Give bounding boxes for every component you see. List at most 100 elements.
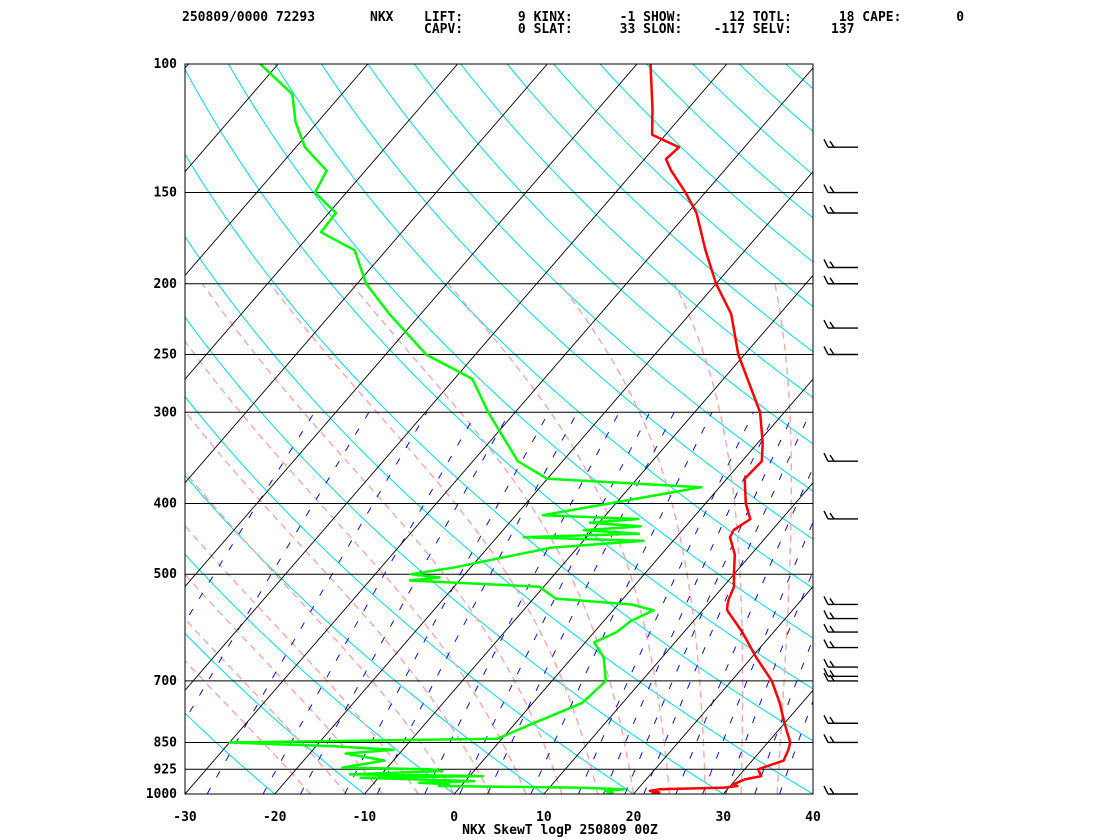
moist-adiabat-line — [269, 283, 599, 794]
pressure-tick-label: 250 — [154, 347, 178, 362]
mixing-ratio-line — [779, 699, 813, 794]
mixing-ratio-line — [675, 466, 813, 794]
moist-adiabat-line — [559, 283, 706, 794]
isotherm-line — [185, 67, 813, 794]
mixing-ratio-line — [262, 412, 478, 794]
dry-adiabat-line — [692, 64, 813, 176]
isotherm-line — [633, 585, 813, 794]
wind-barbs — [823, 138, 858, 795]
temperature-tick-label: 30 — [715, 810, 731, 825]
dry-adiabat-line — [832, 64, 1120, 794]
temperature-tick-label: 0 — [450, 810, 458, 825]
temperature-trace — [648, 64, 792, 794]
isotherm-line — [185, 64, 638, 588]
dry-adiabat-line — [738, 64, 813, 133]
pressure-tick-label: 150 — [154, 186, 178, 201]
mixing-ratio-line — [185, 412, 315, 623]
mixing-ratio-line — [702, 520, 813, 794]
temperature-tick-label: 20 — [626, 810, 642, 825]
isotherm-lines — [0, 64, 813, 794]
isotherm-line — [364, 274, 813, 794]
isotherm-line — [543, 482, 813, 794]
moist-adiabat-line — [185, 471, 455, 794]
wind-barb — [823, 204, 858, 214]
isotherm-line — [0, 64, 9, 794]
temperature-tick-label: 10 — [536, 810, 552, 825]
pressure-tick-label: 700 — [154, 674, 178, 689]
isotherm-line — [812, 793, 813, 794]
temperature-tick-label: -30 — [173, 810, 197, 825]
dry-adiabat-line — [185, 316, 724, 794]
mixing-ratio-line — [206, 412, 428, 794]
header-index-line-1: LIFT: 9 KINX: -1 SHOW: 12 TOTL: 18 CAPE:… — [424, 10, 965, 25]
pressure-tick-label: 1000 — [146, 787, 177, 802]
pressure-tick-label: 850 — [154, 735, 178, 750]
moist-adiabat-line — [201, 283, 563, 794]
isotherm-line — [185, 64, 728, 691]
moist-adiabat-line — [812, 786, 813, 794]
isotherm-line — [185, 64, 458, 380]
moist-adiabat-line — [185, 659, 312, 794]
wind-barb — [823, 658, 858, 668]
pressure-tick-label: 300 — [154, 405, 178, 420]
mixing-ratio-line — [725, 570, 813, 794]
pressure-tick-labels: 100 150 200 250 300 400 500 700 850 925 1000 — [146, 57, 177, 802]
wind-barb — [823, 275, 858, 285]
mixing-ratio-line — [487, 412, 675, 794]
dewpoint-trace — [228, 64, 703, 794]
wind-barb — [823, 138, 858, 148]
dry-adiabat-line — [646, 64, 813, 219]
mixing-ratio-line — [643, 412, 811, 794]
pressure-tick-label: 200 — [154, 277, 178, 292]
dry-adiabat-line — [185, 235, 813, 794]
mixing-ratio-line — [754, 637, 813, 794]
wind-barb — [823, 596, 858, 606]
mixing-ratio-line — [602, 412, 776, 794]
mixing-ratio-line — [424, 412, 620, 794]
wind-barb — [823, 452, 858, 462]
wind-barb — [823, 319, 858, 329]
mixing-ratio-line — [376, 412, 578, 794]
chart-title: NKX SkewT logP 250809 00Z — [462, 823, 658, 838]
header-index-line-2: CAPV: 0 SLAT: 33 SLON: -117 SELV: 137 — [424, 22, 855, 37]
wind-barb — [823, 785, 858, 795]
moist-adiabat-line — [185, 573, 383, 794]
mixing-ratio-line — [624, 412, 795, 794]
dry-adiabat-line — [185, 632, 365, 794]
header-station-id: NKX — [370, 10, 394, 25]
dry-adiabat-line — [185, 712, 276, 794]
isotherm-line — [185, 64, 548, 484]
moist-adiabat-line — [447, 283, 671, 794]
moist-adiabat-line — [185, 524, 419, 794]
mixing-ratio-line — [344, 412, 550, 794]
dry-adiabat-line — [185, 474, 545, 794]
mixing-ratio-line — [300, 412, 511, 794]
wind-barb — [823, 259, 858, 269]
temperature-tick-label: -10 — [353, 810, 377, 825]
wind-barb — [823, 639, 858, 649]
moist-adiabat-line — [185, 410, 491, 794]
wind-barb — [823, 610, 858, 620]
moist-adiabat-line — [185, 618, 348, 794]
moist-adiabat-lines — [185, 283, 813, 794]
isotherm-line — [274, 171, 813, 794]
header-date-station: 250809/0000 72293 — [182, 10, 316, 25]
dry-adiabat-line — [785, 64, 813, 90]
dry-adiabat-line — [599, 64, 813, 263]
dry-adiabat-line — [185, 553, 455, 794]
wind-barb — [823, 734, 858, 744]
pressure-tick-label: 100 — [154, 57, 178, 72]
temperature-tick-label: -20 — [263, 810, 287, 825]
dry-adiabat-line — [185, 153, 813, 742]
wind-barb — [823, 184, 858, 194]
sounding-traces — [228, 64, 792, 794]
isotherm-line — [185, 64, 369, 277]
pressure-tick-label: 925 — [154, 762, 177, 777]
wind-barb — [823, 714, 858, 724]
isotherm-line — [722, 689, 813, 794]
wind-barb — [823, 510, 858, 520]
mixing-ratio-line — [530, 412, 713, 794]
dry-adiabat-line — [320, 64, 813, 540]
dry-adiabat-line — [185, 68, 813, 690]
